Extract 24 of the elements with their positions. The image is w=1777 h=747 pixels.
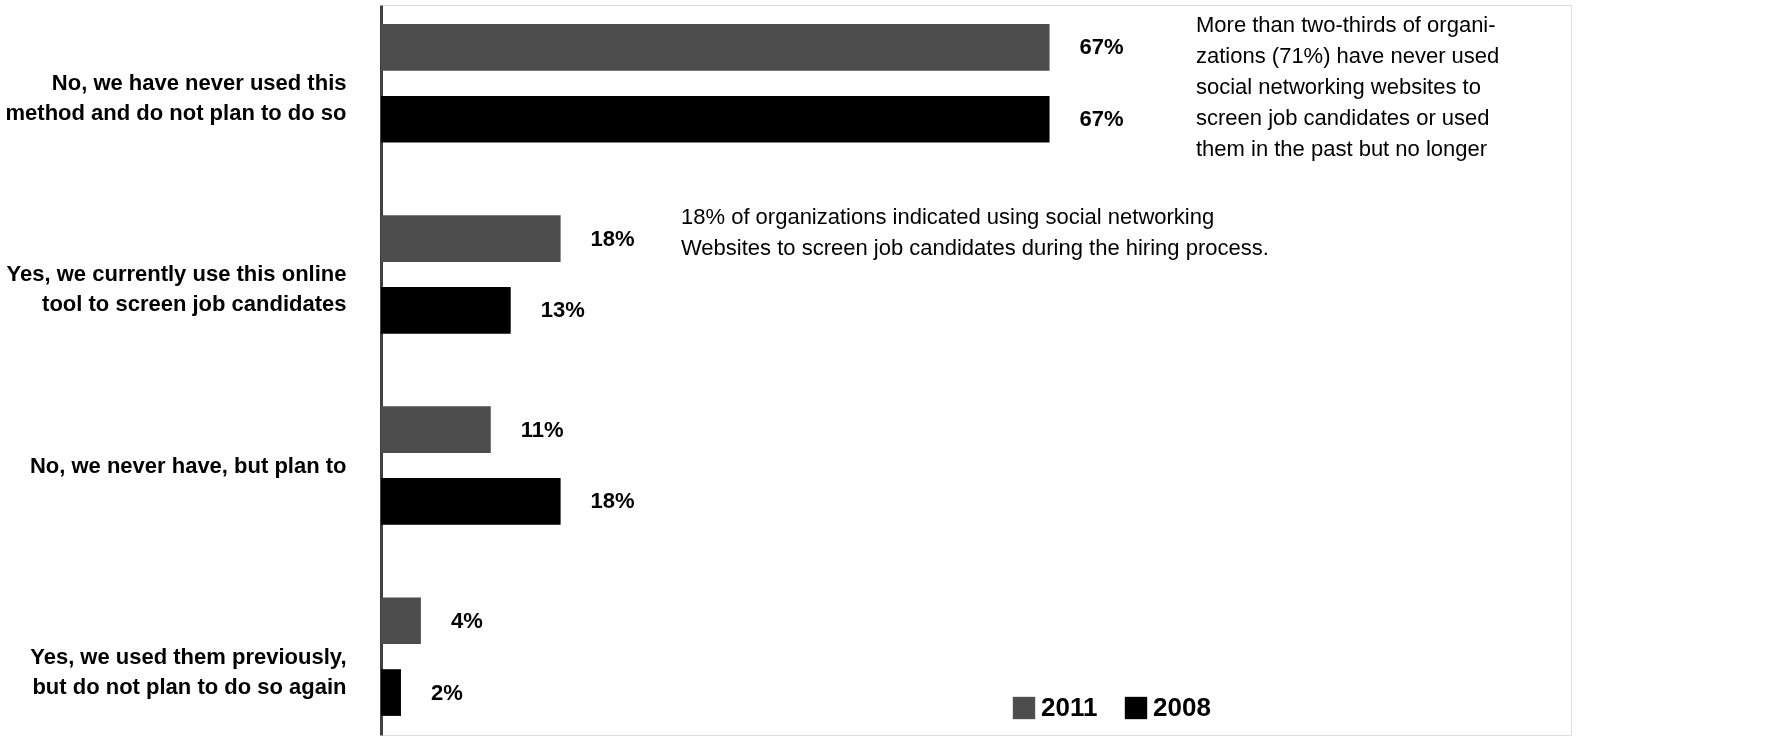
- legend-label: 2008: [1153, 692, 1211, 722]
- legend-label: 2011: [1041, 692, 1098, 722]
- data-label: 4%: [450, 607, 483, 633]
- annotation: 18% of organizations indicated using social networking Websites to screen job candidates during the hiring process.: [681, 204, 1269, 260]
- y-tick-label: No, we have never used this method and do not plan to do so: [5, 70, 347, 126]
- text: More than two-thirds of organi- zations (71%) have never used social networking websites to screen job candidates or used them in the past but no longer: [1196, 12, 1500, 161]
- bar: [381, 215, 561, 262]
- data-label: 13%: [540, 297, 585, 323]
- bar: [381, 478, 561, 525]
- y-tick-label: Yes, we used them previously, but do not plan to do so again: [30, 643, 347, 699]
- bar: [381, 287, 511, 334]
- bar: [381, 95, 1050, 143]
- data-label: 11%: [520, 416, 564, 442]
- data-label: 67%: [1079, 106, 1124, 132]
- bar: [381, 24, 1050, 71]
- data-label: 67%: [1079, 34, 1124, 60]
- data-label: 2%: [430, 679, 463, 705]
- y-tick-label: Yes, we currently use this online tool to screen job candidates: [6, 261, 347, 317]
- bar: [381, 406, 491, 453]
- bar: [381, 597, 421, 645]
- y-tick-label: No, we never have, but plan to: [29, 452, 347, 478]
- data-label: 18%: [590, 488, 635, 514]
- bar: [381, 669, 401, 716]
- data-label: 18%: [590, 225, 635, 251]
